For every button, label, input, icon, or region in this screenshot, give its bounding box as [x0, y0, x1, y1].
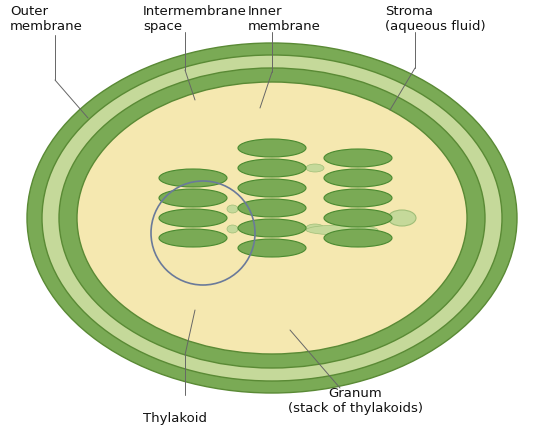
- Ellipse shape: [238, 139, 306, 157]
- Text: Intermembrane
space: Intermembrane space: [143, 5, 247, 33]
- Ellipse shape: [306, 164, 324, 172]
- Ellipse shape: [238, 239, 306, 257]
- Ellipse shape: [238, 219, 306, 237]
- Ellipse shape: [42, 55, 502, 381]
- Ellipse shape: [238, 159, 306, 177]
- Ellipse shape: [324, 229, 392, 247]
- Ellipse shape: [388, 210, 416, 226]
- Ellipse shape: [159, 209, 227, 227]
- Ellipse shape: [324, 209, 392, 227]
- Ellipse shape: [77, 82, 467, 354]
- Ellipse shape: [238, 199, 306, 217]
- Text: Granum
(stack of thylakoids): Granum (stack of thylakoids): [287, 387, 423, 415]
- Ellipse shape: [324, 149, 392, 167]
- Ellipse shape: [306, 225, 378, 235]
- Ellipse shape: [324, 189, 392, 207]
- Ellipse shape: [159, 229, 227, 247]
- Ellipse shape: [159, 189, 227, 207]
- Ellipse shape: [227, 205, 238, 213]
- Text: Outer
membrane: Outer membrane: [10, 5, 83, 33]
- Ellipse shape: [227, 225, 238, 233]
- Text: Stroma
(aqueous fluid): Stroma (aqueous fluid): [385, 5, 486, 33]
- Ellipse shape: [306, 224, 324, 232]
- Ellipse shape: [59, 68, 485, 368]
- Ellipse shape: [324, 169, 392, 187]
- Ellipse shape: [238, 179, 306, 197]
- Ellipse shape: [159, 169, 227, 187]
- Text: Thylakoid: Thylakoid: [143, 412, 207, 425]
- Ellipse shape: [27, 43, 517, 393]
- Text: Inner
membrane: Inner membrane: [248, 5, 321, 33]
